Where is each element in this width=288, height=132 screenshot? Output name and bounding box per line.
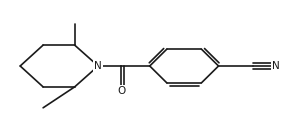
Text: N: N (94, 61, 102, 71)
Text: O: O (117, 86, 125, 96)
Text: N: N (272, 61, 280, 71)
